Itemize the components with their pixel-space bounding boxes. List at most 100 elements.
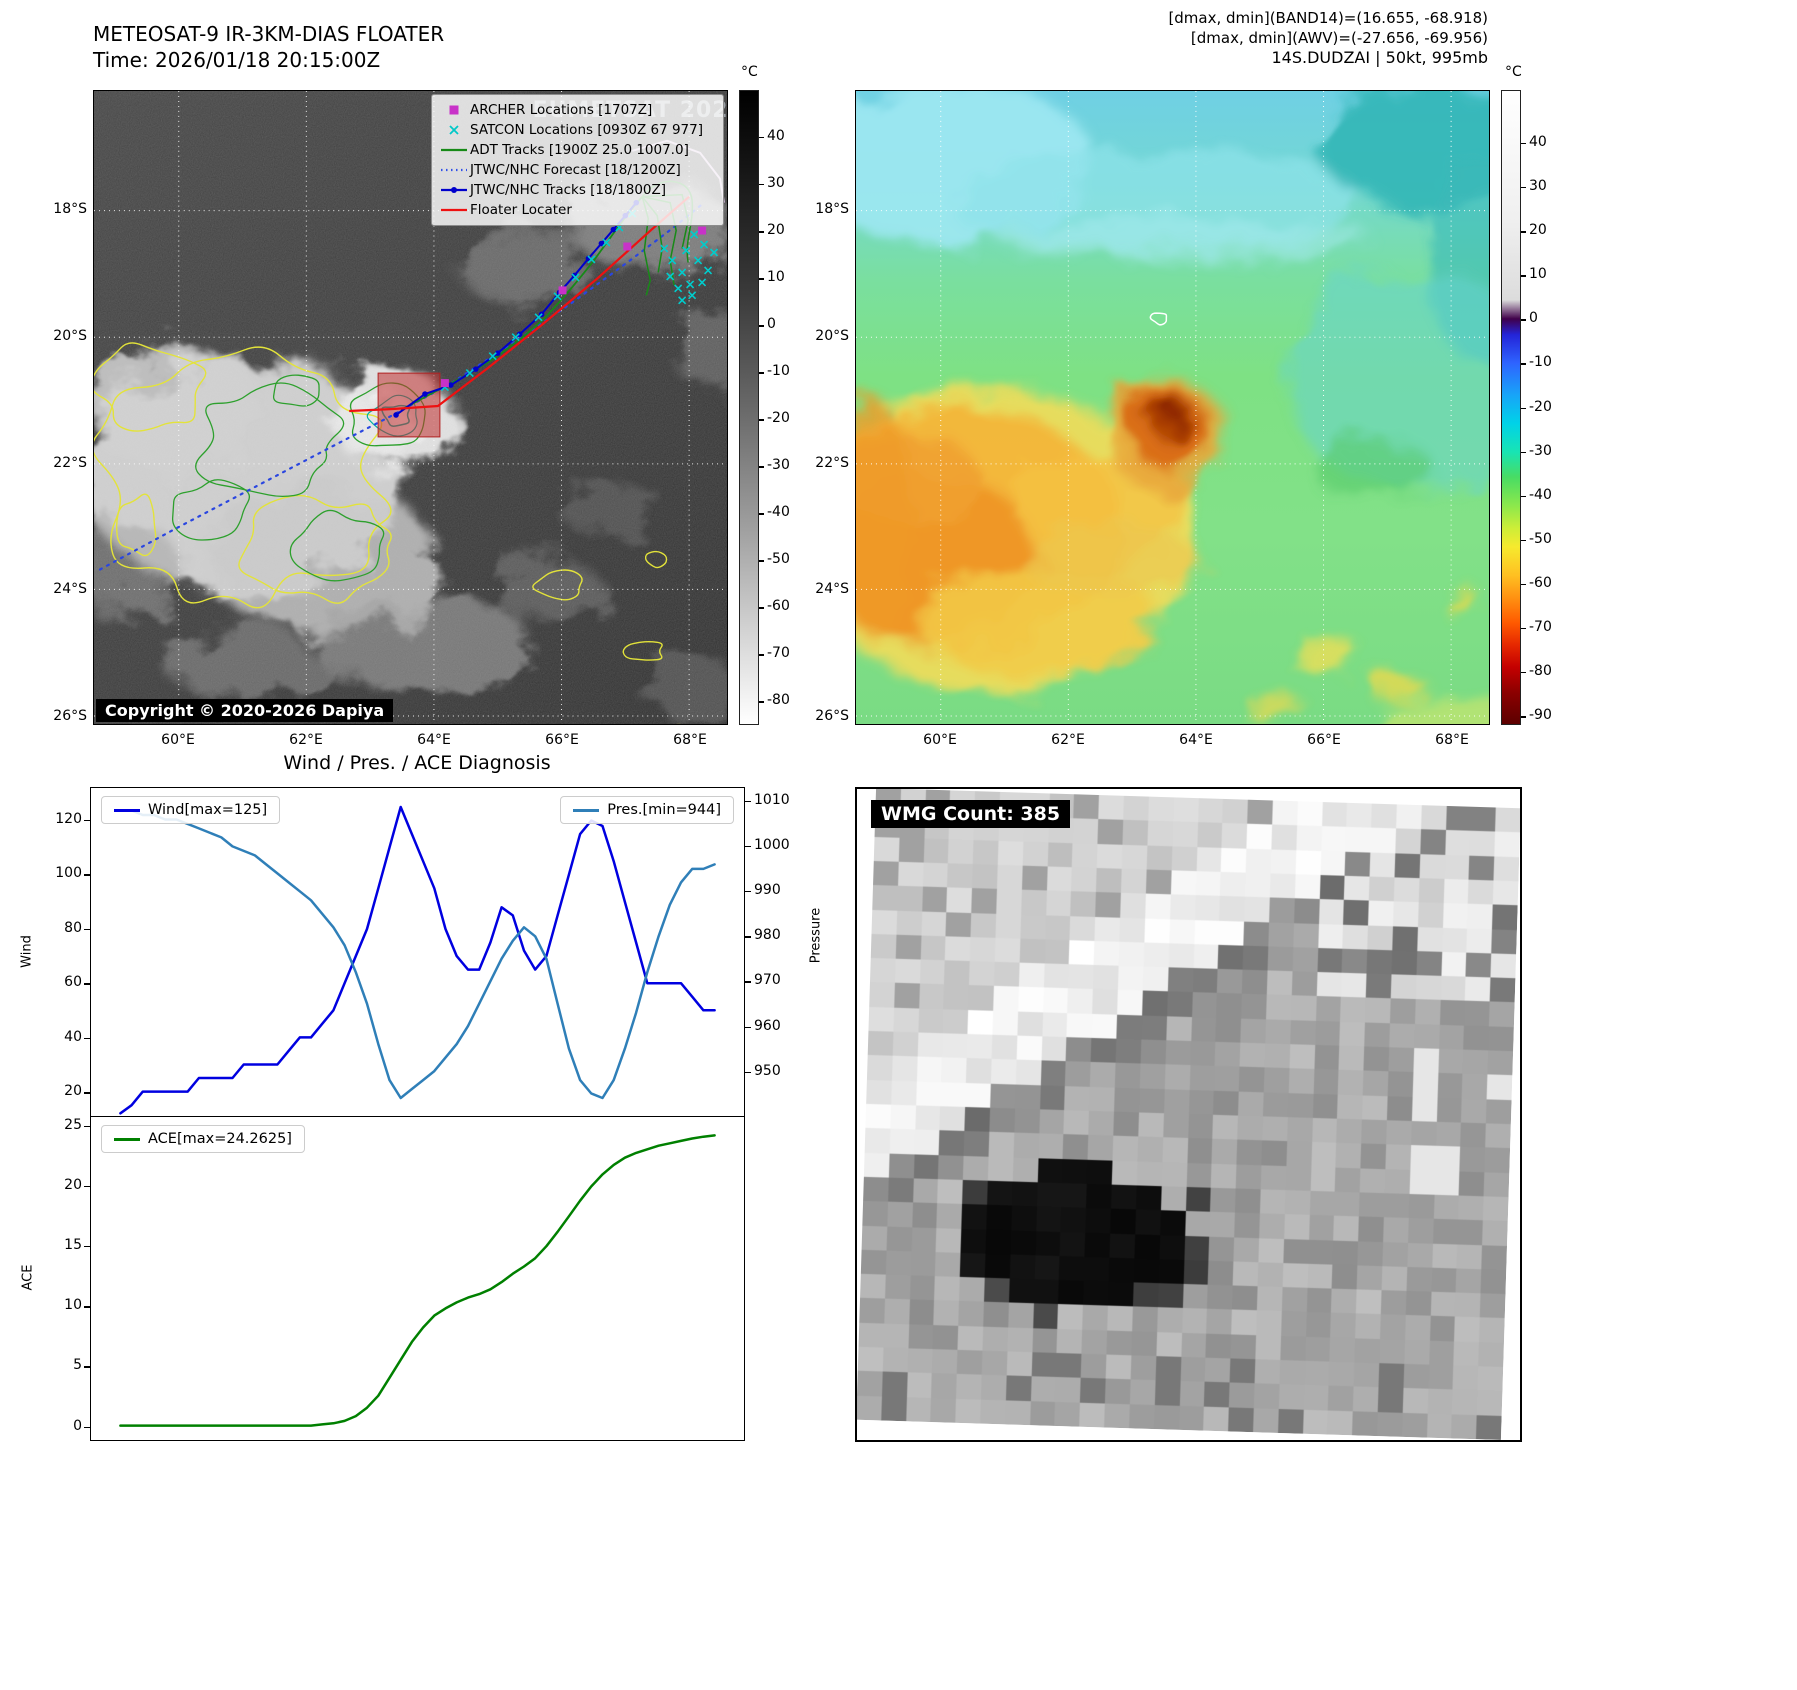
lon-tick-label: 60°E (161, 732, 195, 748)
colorbar-tick-label: -10 (767, 363, 790, 380)
colorbar-tick (1521, 142, 1526, 145)
legend-item-label: JTWC/NHC Tracks [18/1800Z] (470, 182, 667, 198)
legend-item-label: Floater Locater (470, 202, 572, 218)
colorbar-tick (759, 560, 764, 562)
colorbar-tick-label: -30 (1529, 442, 1552, 459)
y-axis-tick (84, 1366, 90, 1368)
square-marker-icon (438, 103, 470, 117)
lat-tick-label: 20°S (53, 328, 87, 344)
colorbar-tick (1521, 319, 1526, 321)
colorbar-tick (1521, 539, 1526, 542)
lon-tick-label: 68°E (1435, 732, 1469, 748)
colorbar-tick (1521, 495, 1526, 498)
legend-item-label: SATCON Locations [0930Z 67 977] (470, 122, 703, 138)
colorbar-tick (759, 278, 764, 280)
enhanced-ir-image (855, 90, 1490, 725)
wind-legend: Wind[max=125] (101, 796, 281, 824)
y-axis-tick-label: 980 (754, 927, 781, 944)
y-axis-tick-label: 80 (64, 919, 82, 936)
colorbar-tick (759, 607, 764, 609)
colorbar-tick (1521, 231, 1526, 233)
y-axis-tick (745, 936, 751, 938)
colorbar-tick-label: 0 (1529, 310, 1538, 327)
satcon-markers (440, 209, 719, 392)
colorbar-tick (759, 137, 764, 139)
y-axis-tick (84, 1306, 90, 1308)
colorbar-tick (759, 372, 764, 374)
lon-tick-label: 68°E (673, 732, 707, 748)
lon-tick-label: 64°E (1179, 732, 1213, 748)
lon-tick-label: 64°E (417, 732, 451, 748)
legend-line-sample (114, 808, 140, 812)
line-marker-icon (438, 143, 470, 157)
colorbar-tick-label: 10 (1529, 266, 1547, 283)
y-axis-tick-label: 0 (73, 1417, 82, 1434)
pressure-legend: Pres.[min=944] (560, 796, 734, 824)
jtwc-track (395, 202, 638, 416)
y-axis-tick (745, 1026, 751, 1028)
colorbar-tick (759, 654, 764, 656)
y-axis-tick (84, 819, 90, 822)
y-axis-tick (84, 928, 90, 931)
map-legend: ARCHER Locations [1707Z] SATCON Locations… (431, 94, 724, 226)
colorbar-tick (1521, 407, 1526, 409)
y-axis-tick-label: 5 (73, 1357, 82, 1374)
meteosat-time: Time: 2026/01/18 20:15:00Z (93, 48, 381, 72)
legend-line-sample (573, 808, 600, 812)
lat-tick-label: 20°S (815, 328, 849, 344)
colorbar-tick (1521, 187, 1526, 189)
colorbar-tick (1521, 275, 1526, 277)
lon-tick-label: 66°E (545, 732, 579, 748)
warm-spot-contour (1149, 312, 1168, 326)
y-axis-tick-label: 20 (64, 1176, 82, 1193)
line-dot-marker-icon (438, 183, 470, 197)
y-axis-tick (84, 983, 90, 985)
lat-tick-label: 18°S (815, 201, 849, 217)
colorbar-tick (759, 419, 764, 421)
y-axis-tick (84, 1037, 90, 1040)
wmg-count-label: WMG Count: 385 (871, 800, 1071, 828)
legend-item: ADT Tracks [1900Z 25.0 1007.0] (438, 140, 717, 160)
y-axis-tick (745, 981, 751, 983)
y-axis-tick (745, 845, 751, 848)
colorbar-tick-label: 20 (767, 222, 785, 239)
colorbar-tick-label: -90 (1529, 707, 1552, 724)
legend-label: Pres.[min=944] (607, 802, 721, 818)
wmg-panel: WMG Count: 385 (855, 787, 1522, 1442)
ace-axis-label: ACE (20, 1264, 36, 1291)
lat-tick-label: 24°S (53, 581, 87, 597)
colorbar-tick-label: -20 (1529, 398, 1552, 415)
colorbar-tick-label: -60 (1529, 574, 1552, 591)
colorbar-tick-label: -30 (767, 457, 790, 474)
y-axis-tick-label: 120 (55, 810, 82, 827)
enhanced-colorbar (1501, 90, 1521, 725)
colorbar-tick (1521, 627, 1526, 630)
colorbar-tick (759, 466, 764, 468)
colorbar-tick-label: 20 (1529, 222, 1547, 239)
lon-tick-label: 62°E (289, 732, 323, 748)
legend-item-label: JTWC/NHC Forecast [18/1200Z] (470, 162, 681, 178)
y-axis-tick-label: 990 (754, 881, 781, 898)
legend-item-label: ADT Tracks [1900Z 25.0 1007.0] (470, 142, 689, 158)
series-line (119, 809, 716, 1100)
lat-tick-label: 24°S (815, 581, 849, 597)
diagnosis-title: Wind / Pres. / ACE Diagnosis (283, 752, 551, 774)
colorbar-tick-label: 40 (767, 128, 785, 145)
colorbar-tick-label: -40 (1529, 486, 1552, 503)
colorbar-tick (1521, 716, 1526, 718)
ir-satellite-image: EUMETSAT 2026 ARCHER Locations [1707Z]SA… (93, 90, 728, 725)
legend-item: Floater Locater (438, 200, 717, 220)
colorbar-tick-label: -60 (767, 598, 790, 615)
y-axis-tick-label: 1000 (754, 836, 790, 853)
colorbar-tick-label: -70 (1529, 618, 1552, 635)
line-marker-icon (438, 203, 470, 217)
copyright-label: Copyright © 2020-2026 Dapiya (96, 699, 394, 722)
ace-chart: ACE[max=24.2625] (90, 1116, 745, 1441)
storm-id-intensity: 14S.DUDZAI | 50kt, 995mb (1271, 48, 1489, 67)
y-axis-tick-label: 60 (64, 974, 82, 991)
lat-tick-label: 26°S (815, 708, 849, 724)
y-axis-tick-label: 20 (64, 1083, 82, 1100)
colorbar-tick (1521, 363, 1526, 365)
y-axis-tick (84, 1246, 90, 1248)
